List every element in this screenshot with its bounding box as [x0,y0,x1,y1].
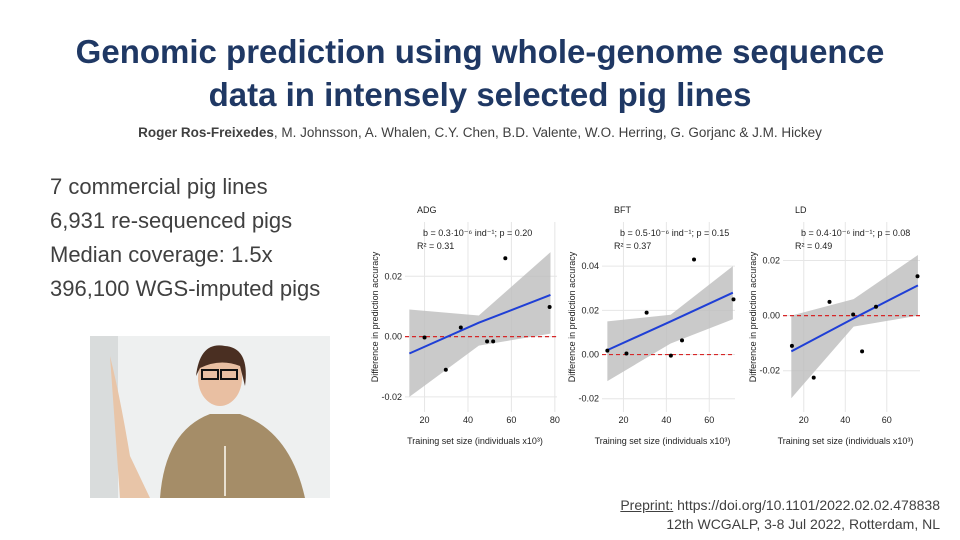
conference: 12th WCGALP, 3-8 Jul 2022, Rotterdam, NL [666,516,940,532]
data-point [491,339,496,344]
regression-line [408,294,551,355]
coauthors: , M. Johnsson, A. Whalen, C.Y. Chen, B.D… [273,125,822,140]
data-point [731,297,736,302]
x-axis-label: Training set size (individuals x10³) [778,436,914,446]
y-axis-label: Difference in prediction accuracy [567,251,577,382]
bullet: 7 commercial pig lines [50,174,268,199]
chart-title: ADG [417,205,437,215]
y-tick-label: 0.00 [762,311,780,321]
x-tick-label: 20 [618,415,628,425]
y-tick-label: 0.02 [384,271,402,281]
bullet: 6,931 re-sequenced pigs [50,208,293,233]
data-point [422,335,427,340]
y-tick-label: 0.04 [581,261,599,271]
data-point [668,353,673,358]
data-point [789,343,794,348]
bullet-list: 7 commercial pig lines 6,931 re-sequence… [50,170,320,306]
authors: Roger Ros-Freixedes, M. Johnsson, A. Wha… [0,125,960,140]
y-tick-label: 0.00 [384,332,402,342]
y-tick-label: -0.02 [381,392,402,402]
data-point [443,367,448,372]
data-point [851,312,856,317]
chart-title: LD [795,205,807,215]
data-point [873,304,878,309]
data-point [605,348,610,353]
x-tick-label: 60 [882,415,892,425]
data-point [547,305,552,310]
y-tick-label: 0.02 [762,256,780,266]
regression-line [606,291,734,352]
preprint-label: Preprint: [620,497,674,513]
y-tick-label: -0.02 [578,394,599,404]
r-squared: R² = 0.49 [795,241,832,251]
x-tick-label: 80 [550,415,560,425]
y-axis-label: Difference in prediction accuracy [748,251,758,382]
slide-title: Genomic prediction using whole-genome se… [75,33,885,113]
x-tick-label: 60 [506,415,516,425]
confidence-band [409,252,551,397]
bullet: Median coverage: 1.5x [50,242,273,267]
regression-line [790,284,919,353]
data-point [860,349,865,354]
y-axis-label: Difference in prediction accuracy [370,251,380,382]
x-tick-label: 20 [799,415,809,425]
data-point [644,310,649,315]
data-point [915,274,920,279]
x-tick-label: 60 [704,415,714,425]
annotation: b = 0.4·10⁻⁶ ind⁻¹; p = 0.08 [801,228,910,238]
y-tick-label: 0.00 [581,350,599,360]
y-tick-label: -0.02 [759,366,780,376]
x-axis-label: Training set size (individuals x10³) [595,436,731,446]
footer: Preprint: https://doi.org/10.1101/2022.0… [620,496,940,534]
bullet: 396,100 WGS-imputed pigs [50,276,321,301]
r-squared: R² = 0.37 [614,241,651,251]
preprint-url: https://doi.org/10.1101/2022.02.02.47883… [677,497,940,513]
x-tick-label: 20 [420,415,430,425]
r-squared: R² = 0.31 [417,241,454,251]
confidence-band [607,266,733,382]
x-tick-label: 40 [463,415,473,425]
data-point [458,325,463,330]
data-point [624,351,629,356]
x-tick-label: 40 [840,415,850,425]
confidence-band [791,255,918,399]
y-tick-label: 0.02 [581,305,599,315]
photo [90,336,330,498]
x-axis-label: Training set size (individuals x10³) [407,436,543,446]
data-point [692,257,697,262]
annotation: b = 0.5·10⁻⁶ ind⁻¹; p = 0.15 [620,228,729,238]
data-point [811,375,816,380]
lead-author: Roger Ros-Freixedes [138,125,274,140]
data-point [503,256,508,261]
data-point [485,339,490,344]
data-point [680,338,685,343]
x-tick-label: 40 [661,415,671,425]
chart-title: BFT [614,205,632,215]
annotation: b = 0.3·10⁻⁶ ind⁻¹; p = 0.20 [423,228,532,238]
data-point [827,299,832,304]
